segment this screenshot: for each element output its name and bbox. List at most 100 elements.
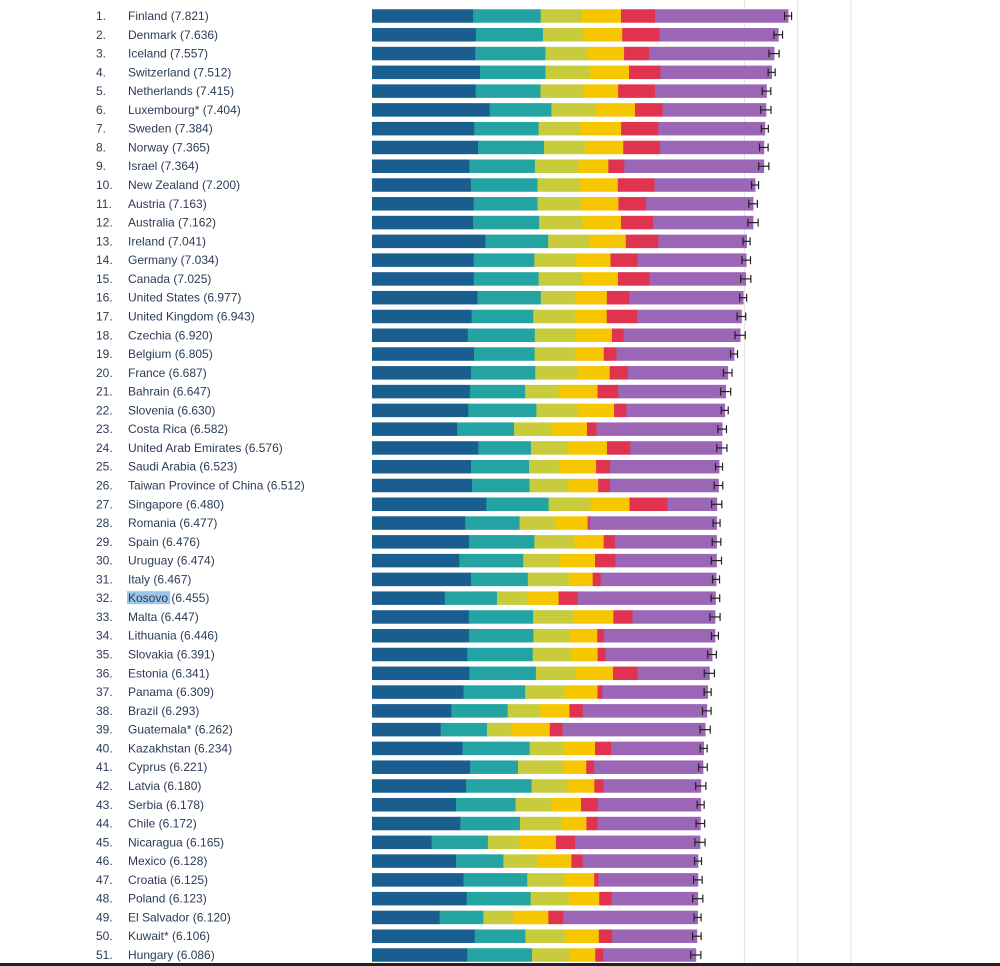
bar-segment xyxy=(597,816,701,831)
country-label: El Salvador (6.120) xyxy=(128,910,231,924)
country-label: Luxembourg* (7.404) xyxy=(128,103,241,117)
bar-segment xyxy=(574,535,605,549)
country-label: Czechia (6.920) xyxy=(128,328,213,342)
error-bar xyxy=(696,800,705,809)
error-bar xyxy=(694,838,706,847)
bar-segment xyxy=(606,290,630,305)
bar-segment xyxy=(611,891,699,906)
country-label: Spain (6.476) xyxy=(128,535,200,549)
error-bar xyxy=(768,49,780,58)
bar-segment xyxy=(372,234,486,249)
bar-segment xyxy=(597,384,619,399)
country-label: Romania (6.477) xyxy=(128,516,217,530)
country-label: Guatemala* (6.262) xyxy=(128,723,233,737)
bar-segment xyxy=(456,854,504,868)
bar-segment xyxy=(532,647,572,662)
country-label: Brazil (6.293) xyxy=(128,704,199,718)
rank-label: 37. xyxy=(96,685,113,699)
bar-segment xyxy=(519,816,562,831)
rank-label: 10. xyxy=(96,178,113,192)
bar-segment xyxy=(660,65,773,80)
bar-segment xyxy=(372,591,446,605)
error-bar xyxy=(695,781,707,790)
country-label: Bahrain (6.647) xyxy=(128,385,211,399)
bar-segment xyxy=(372,497,487,512)
rank-label: 23. xyxy=(96,422,113,436)
rank-label: 50. xyxy=(96,929,113,943)
bar-segment xyxy=(543,140,586,155)
rank-label: 30. xyxy=(96,554,113,568)
bar-segment xyxy=(545,65,591,80)
bar-segment xyxy=(607,441,631,455)
bar-segment xyxy=(590,497,630,512)
bar-segment xyxy=(570,948,596,962)
error-bar xyxy=(740,274,752,283)
bar-segment xyxy=(372,197,475,211)
bar-segment xyxy=(542,28,585,42)
country-label: Belgium (6.805) xyxy=(128,347,213,361)
bar-segment xyxy=(586,816,599,831)
bar-segment xyxy=(598,478,611,493)
bar-segment xyxy=(551,798,582,812)
bar-segment xyxy=(439,910,484,925)
bar-segment xyxy=(579,178,619,192)
bar-segment xyxy=(527,591,559,605)
error-bar xyxy=(695,819,706,828)
bar-segment xyxy=(577,366,611,380)
rank-label: 33. xyxy=(96,610,113,624)
bar-segment xyxy=(523,553,561,568)
error-bar xyxy=(717,425,728,434)
bar-segment xyxy=(582,704,708,718)
bar-segment xyxy=(372,666,470,681)
bar-segment xyxy=(545,46,588,61)
error-bar xyxy=(739,293,748,302)
bar-segment xyxy=(564,873,595,887)
bar-segment xyxy=(462,741,530,756)
error-bar xyxy=(714,462,724,471)
bar-segment xyxy=(623,328,741,343)
bar-segment xyxy=(558,384,598,399)
bar-segment xyxy=(372,459,472,474)
country-label: Uruguay (6.474) xyxy=(128,554,215,568)
country-label: Denmark (7.636) xyxy=(128,28,218,42)
country-label: Netherlands (7.415) xyxy=(128,84,234,98)
bar-segment xyxy=(466,891,532,906)
bar-segment xyxy=(372,28,477,42)
bar-segment xyxy=(567,441,608,455)
bar-segment xyxy=(548,234,591,249)
bar-segment xyxy=(372,760,471,774)
bar-segment xyxy=(590,65,630,80)
bar-segment xyxy=(658,121,766,136)
bar-segment xyxy=(534,253,577,267)
error-bar xyxy=(711,575,721,584)
bar-segment xyxy=(574,309,608,324)
bar-segment xyxy=(372,347,475,361)
bar-segment xyxy=(372,535,470,549)
bar-segment xyxy=(597,647,606,662)
error-bar xyxy=(729,350,739,359)
country-label: Serbia (6.178) xyxy=(128,798,204,812)
bar-segment xyxy=(551,103,596,117)
error-bar xyxy=(710,631,720,640)
bar-segment xyxy=(609,459,720,474)
rank-label: 17. xyxy=(96,309,113,323)
bar-segment xyxy=(597,685,603,699)
error-bar xyxy=(693,857,703,866)
bar-segment xyxy=(470,366,536,380)
bar-segment xyxy=(596,459,611,474)
bar-segment xyxy=(562,760,587,774)
error-bar xyxy=(719,387,732,396)
error-bar xyxy=(710,594,721,603)
bar-segment xyxy=(468,535,535,549)
bar-segment xyxy=(582,215,622,230)
bar-segment xyxy=(614,535,717,549)
bar-segment xyxy=(530,441,568,455)
bar-segment xyxy=(463,873,528,887)
bar-segment xyxy=(372,159,470,173)
bar-segment xyxy=(605,647,713,662)
bar-segment xyxy=(617,178,655,192)
bar-segment xyxy=(532,948,571,962)
rank-label: 18. xyxy=(96,328,113,342)
bar-segment xyxy=(470,178,538,192)
bar-segment xyxy=(440,722,488,737)
